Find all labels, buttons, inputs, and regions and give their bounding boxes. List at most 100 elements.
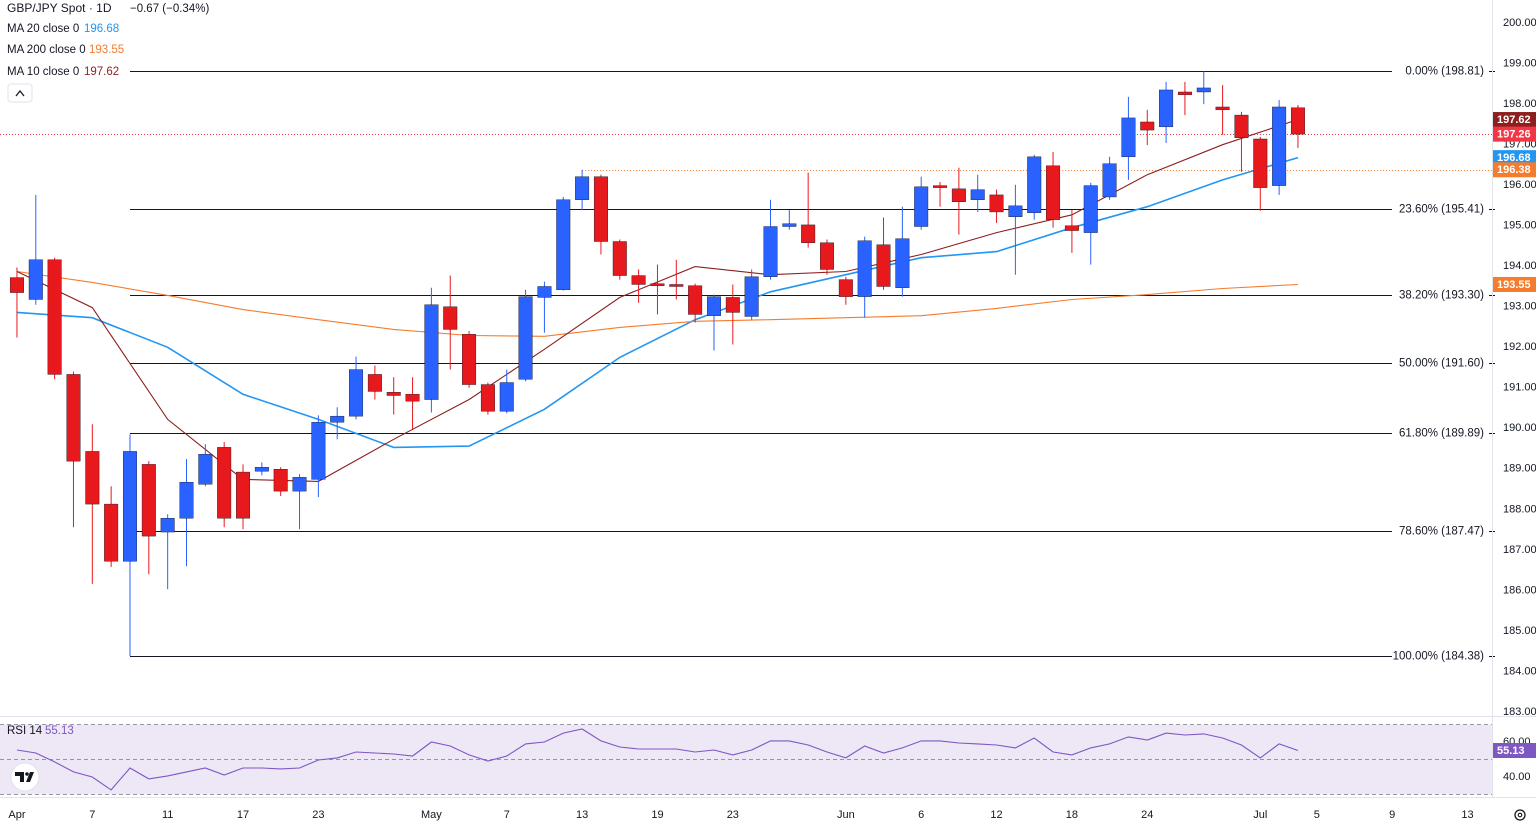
rsi-pane — [0, 724, 1492, 795]
candle-body — [1234, 114, 1249, 138]
fib-label: 23.60% (195.41) — [1399, 204, 1484, 216]
collapse-button[interactable] — [7, 83, 33, 103]
y-tick-label: 187.00 — [1503, 544, 1536, 556]
candle-body — [1083, 185, 1098, 233]
x-tick-label: 7 — [504, 809, 510, 821]
price-tag-label: 197.62 — [1497, 114, 1531, 126]
candle-body — [1159, 89, 1174, 128]
y-tick-label: 186.00 — [1503, 584, 1536, 596]
y-tick-label: 198.00 — [1503, 98, 1536, 110]
legend-value: 196.68 — [84, 23, 119, 35]
fib-label: 50.00% (191.60) — [1399, 358, 1484, 370]
x-tick-label: 6 — [918, 809, 924, 821]
candle-body — [179, 482, 194, 519]
candle-body — [311, 422, 326, 480]
fib-label: 78.60% (187.47) — [1399, 526, 1484, 538]
candle-body — [838, 279, 853, 297]
candle-body — [1290, 107, 1305, 135]
fib-label: 61.80% (189.89) — [1399, 428, 1484, 440]
y-tick-label: 183.00 — [1503, 706, 1536, 718]
price-tag — [1493, 112, 1536, 128]
legend-value: 197.62 — [84, 66, 119, 78]
candle-body — [405, 394, 420, 402]
candle-body — [782, 223, 797, 227]
x-tick-label: 18 — [1066, 809, 1078, 821]
candle-body — [820, 242, 834, 270]
candle-body — [1046, 165, 1061, 220]
candle-body — [349, 369, 364, 417]
legend-value: 55.13 — [45, 725, 74, 737]
candle-body — [66, 374, 81, 462]
candle-body — [47, 259, 62, 375]
candle-body — [1064, 225, 1079, 231]
value-tag — [1493, 742, 1536, 758]
y-tick-label: 193.00 — [1503, 301, 1536, 313]
candle-body — [386, 392, 401, 396]
price-tag-label: 196.68 — [1497, 152, 1531, 164]
x-tick-label: 23 — [312, 809, 324, 821]
y-tick-label: 189.00 — [1503, 463, 1536, 475]
candle-body — [688, 285, 703, 315]
candle-body — [857, 240, 872, 297]
candle-body — [970, 189, 985, 200]
candle-body — [593, 176, 608, 242]
fib-label: 100.00% (184.38) — [1393, 651, 1485, 663]
chart-title: GBP/JPY Spot · 1D — [7, 1, 112, 15]
candle-body — [1253, 138, 1268, 188]
candle-body — [217, 447, 232, 519]
candle-body — [801, 224, 816, 243]
value-tag-label: 55.13 — [1497, 745, 1525, 757]
x-tick-label: 24 — [1141, 809, 1153, 821]
ma-line — [16, 270, 1299, 337]
x-tick-label: Jul — [1253, 809, 1267, 821]
legend-name: MA 200 close 0 — [7, 44, 86, 56]
candle-body — [1008, 205, 1023, 217]
candle-body — [330, 415, 345, 423]
candle-body — [443, 306, 458, 330]
candle-body — [292, 477, 307, 492]
candle-body — [236, 471, 250, 519]
candle-body — [367, 374, 382, 392]
candle-body — [876, 244, 891, 287]
y-tick-label: 194.00 — [1503, 260, 1536, 272]
price-tag-label: 196.38 — [1497, 164, 1531, 176]
candle-body — [669, 284, 684, 287]
price-tag — [1493, 126, 1536, 142]
legend-name: MA 10 close 0 — [7, 66, 79, 78]
price-pane: 0.00% (198.81) 23.60% (195.41) 38.20% (193… — [0, 66, 1495, 663]
x-tick-label: May — [421, 809, 442, 821]
candle-body — [951, 188, 966, 203]
price-tag — [1493, 276, 1536, 292]
candle-body — [518, 296, 533, 380]
tradingview-logo[interactable] — [10, 762, 40, 792]
candle-body — [556, 199, 571, 290]
x-tick-label: Jun — [837, 809, 855, 821]
candle-body — [198, 454, 213, 485]
rsi-line — [16, 728, 1299, 791]
candle-body — [744, 276, 759, 317]
x-tick-label: 12 — [990, 809, 1002, 821]
y-tick-label: 190.00 — [1503, 422, 1536, 434]
settings-icon[interactable] — [1514, 809, 1526, 821]
y-tick-label: 40.00 — [1503, 771, 1531, 783]
candle-body — [85, 451, 100, 505]
fib-label: 38.20% (193.30) — [1399, 290, 1484, 302]
candle-body — [160, 518, 175, 533]
candle-body — [462, 334, 477, 385]
candle-body — [1027, 156, 1042, 213]
x-tick-label: 7 — [89, 809, 95, 821]
candle-body — [706, 296, 721, 316]
x-tick-label: 19 — [651, 809, 663, 821]
y-tick-label: 188.00 — [1503, 503, 1536, 515]
candle-body — [424, 304, 439, 400]
candle-body — [499, 382, 514, 412]
y-tick-label: 185.00 — [1503, 625, 1536, 637]
y-tick-label: 200.00 — [1503, 17, 1536, 29]
candle-body — [989, 194, 1004, 213]
x-tick-label: 11 — [162, 809, 173, 821]
legend-name: RSI 14 — [7, 725, 43, 737]
y-tick-label: 199.00 — [1503, 58, 1536, 70]
candle-body — [1177, 91, 1192, 96]
x-tick-label: Apr — [8, 809, 25, 821]
candle-body — [725, 297, 740, 313]
